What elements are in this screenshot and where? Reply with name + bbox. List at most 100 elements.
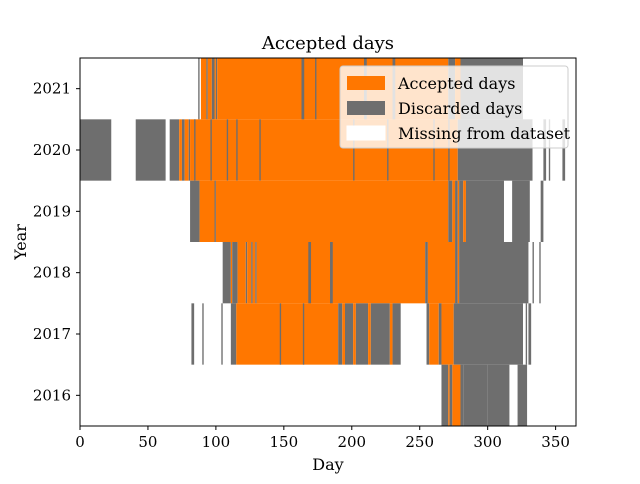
x-tick-label: 150: [270, 433, 299, 451]
bar-2018-accepted-3: [237, 242, 246, 304]
bar-2018-discarded-11: [330, 242, 333, 304]
x-tick-label: 50: [138, 433, 157, 451]
bar-2018-accepted-15: [457, 242, 460, 304]
x-tick-label: 0: [75, 433, 85, 451]
bar-2020-discarded-18: [543, 119, 547, 181]
bar-2019-discarded-12: [540, 180, 544, 242]
bar-2016-discarded-5: [463, 364, 488, 426]
x-tick-label: 200: [337, 433, 366, 451]
bar-2017-accepted-10: [353, 303, 356, 365]
bar-2016-discarded-2: [449, 364, 453, 426]
bar-2017-discarded-9: [344, 303, 354, 365]
bar-2017-discarded-3: [230, 303, 237, 365]
bar-2017-discarded-13: [370, 303, 390, 365]
bar-2018-discarded-10: [308, 242, 312, 304]
x-tick-label: 350: [541, 433, 570, 451]
legend-swatch-discarded: [347, 101, 385, 115]
bar-2017-discarded-16: [426, 303, 430, 365]
y-tick-label: 2021: [33, 80, 71, 98]
bar-2020-discarded-12: [259, 119, 261, 181]
bar-2018-discarded-17: [532, 242, 534, 304]
y-ticks: 2016 2017 2018 2019 2020 2021: [33, 80, 80, 404]
bar-2020-accepted-3: [179, 119, 182, 181]
bar-2021-discarded-9: [315, 58, 317, 120]
bar-2017-discarded-6: [302, 303, 305, 365]
bar-2018-accepted-1: [230, 242, 233, 304]
bar-2020-discarded-14: [387, 119, 389, 181]
bar-2018-discarded-12: [425, 242, 428, 304]
bar-2018-discarded-16: [459, 242, 529, 304]
bar-2017-accepted-4: [236, 303, 339, 365]
legend: Accepted days Discarded days Missing from …: [339, 65, 571, 149]
bar-2017-discarded-5: [279, 303, 282, 365]
bar-2020-discarded-16: [448, 119, 450, 181]
y-tick-label: 2016: [33, 386, 71, 404]
bar-2020-discarded-15: [433, 119, 435, 181]
bar-2017-discarded-21: [525, 303, 528, 365]
bar-2016-accepted-1: [448, 364, 450, 426]
y-axis-label: Year: [11, 224, 30, 261]
bar-2016-discarded-6: [487, 364, 510, 426]
y-tick-label: 2018: [33, 264, 71, 282]
x-tick-label: 300: [473, 433, 502, 451]
bar-2017-discarded-7: [338, 303, 343, 365]
legend-swatch-missing: [346, 125, 386, 141]
bar-2019-discarded-6: [455, 180, 458, 242]
bar-2018-accepted-5: [247, 242, 252, 304]
plot-frame: [79, 57, 577, 427]
bar-2021-discarded-2: [206, 58, 208, 120]
bar-2021-discarded-0: [198, 58, 200, 120]
chart-title: Accepted days: [261, 33, 394, 54]
bar-2017-accepted-8: [342, 303, 345, 365]
bar-2021-accepted-3: [207, 58, 212, 120]
bar-2017-discarded-20: [453, 303, 523, 365]
legend-swatch-accepted: [347, 76, 385, 90]
bar-2016-discarded-7: [517, 364, 528, 426]
bar-2019-accepted-1: [199, 180, 215, 242]
bar-2020-discarded-10: [226, 119, 229, 181]
bar-2020-discarded-6: [188, 119, 191, 181]
bar-2017-discarded-2: [221, 303, 223, 365]
bar-2018-discarded-0: [222, 242, 231, 304]
bar-2018-discarded-6: [251, 242, 253, 304]
x-tick-label: 100: [202, 433, 231, 451]
bar-2020-discarded-1: [135, 119, 166, 181]
bar-2021-discarded-8: [301, 58, 305, 120]
bar-2017-accepted-19: [441, 303, 454, 365]
bar-2018-discarded-8: [255, 242, 257, 304]
bar-2021-discarded-4: [211, 58, 215, 120]
bar-2021-accepted-5: [214, 58, 216, 120]
bar-2020-discarded-9: [210, 119, 212, 181]
bar-2018-discarded-14: [455, 242, 458, 304]
bar-2020-discarded-0: [80, 119, 112, 181]
x-ticks: 0 50 100 150 200 250 300 350: [75, 426, 570, 451]
bar-2021-accepted-1: [200, 58, 207, 120]
bar-2017-discarded-18: [438, 303, 442, 365]
bar-2019-discarded-11: [512, 180, 530, 242]
bar-2016-discarded-4: [460, 364, 464, 426]
bar-2019-accepted-7: [457, 180, 460, 242]
bar-2020-discarded-4: [181, 119, 185, 181]
bar-2017-discarded-11: [355, 303, 369, 365]
bar-2018-accepted-7: [252, 242, 256, 304]
bar-2016-accepted-3: [452, 364, 461, 426]
legend-label-accepted: Accepted days: [397, 74, 515, 93]
bar-2017-accepted-14: [389, 303, 393, 365]
bar-2017-accepted-17: [429, 303, 439, 365]
bar-2019-accepted-5: [452, 180, 456, 242]
bar-2017-accepted-12: [368, 303, 371, 365]
legend-box: [339, 65, 569, 149]
bar-2018-accepted-13: [427, 242, 456, 304]
bar-2019-accepted-9: [463, 180, 466, 242]
bar-2018-discarded-4: [245, 242, 248, 304]
bar-2019-discarded-2: [214, 180, 216, 242]
legend-label-missing: Missing from dataset: [398, 124, 571, 143]
bar-2021-discarded-6: [215, 58, 218, 120]
bar-2020-discarded-20: [562, 119, 566, 181]
bar-2017-discarded-1: [202, 303, 204, 365]
bar-2020-discarded-11: [236, 119, 238, 181]
y-tick-label: 2020: [33, 141, 71, 159]
bar-2018-accepted-9: [256, 242, 426, 304]
